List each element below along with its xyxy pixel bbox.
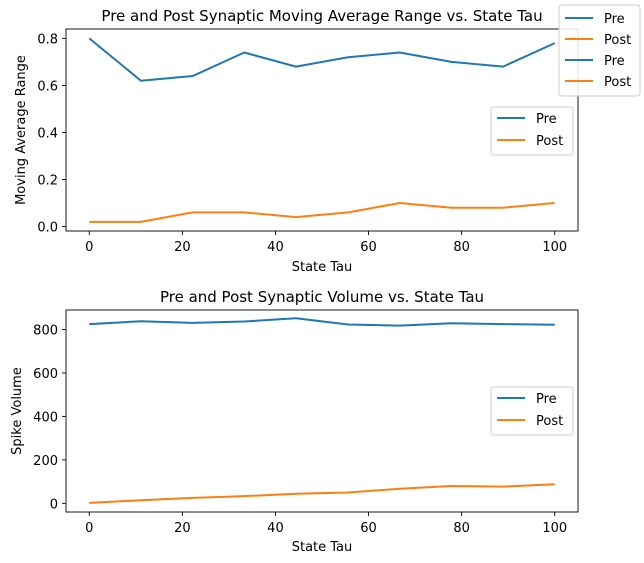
subplot-2-ylabel: Spike Volume — [10, 367, 25, 455]
subplot-1-line-pre — [88, 37, 556, 82]
subplot-1: Pre and Post Synaptic Moving Average Ran… — [14, 7, 579, 275]
subplot-1-lines — [88, 37, 556, 223]
figure-legend-entry-3-label: Pre — [604, 54, 625, 69]
subplot-2-xticks: 0 20 40 60 80 100 — [85, 512, 567, 536]
subplot-1-xlabel: State Tau — [292, 260, 353, 275]
subplot-1-xtick-label-1: 20 — [174, 240, 191, 255]
subplot-2: Pre and Post Synaptic Volume vs. State T… — [10, 288, 579, 555]
subplot-2-xlabel: State Tau — [292, 540, 353, 555]
subplot-2-ytick-label-1: 200 — [33, 454, 58, 469]
figure-legend: Pre Post Pre Post — [558, 4, 641, 97]
subplot-2-yticks: 0 200 400 600 800 — [33, 324, 66, 512]
subplot-1-legend: Pre Post — [490, 106, 574, 156]
subplot-1-xtick-label-5: 100 — [542, 240, 567, 255]
subplot-2-xtick-label-3: 60 — [360, 521, 377, 536]
subplot-2-line-pre — [89, 317, 555, 327]
subplot-2-xtick-label-4: 80 — [453, 521, 470, 536]
subplot-2-ytick-label-4: 800 — [33, 324, 58, 339]
subplot-2-xtick-label-2: 40 — [267, 521, 284, 536]
subplot-2-ytick-label-3: 600 — [33, 367, 58, 382]
subplot-1-title: Pre and Post Synaptic Moving Average Ran… — [101, 7, 542, 25]
subplot-1-legend-pre-label: Pre — [536, 112, 557, 127]
subplot-2-xtick-label-5: 100 — [542, 521, 567, 536]
figure-legend-entry-2-label: Post — [604, 33, 631, 48]
subplot-1-xtick-label-3: 60 — [360, 240, 377, 255]
subplot-1-ytick-label-0: 0.0 — [37, 221, 58, 236]
subplot-1-legend-post-label: Post — [536, 134, 563, 149]
subplot-1-ytick-label-4: 0.8 — [37, 32, 58, 47]
subplot-2-title: Pre and Post Synaptic Volume vs. State T… — [160, 288, 484, 306]
subplot-1-yticks: 0.0 0.2 0.4 0.6 0.8 — [37, 32, 66, 236]
subplot-2-ytick-label-0: 0 — [50, 497, 58, 512]
subplot-1-xticks: 0 20 40 60 80 100 — [85, 231, 567, 255]
subplot-1-xtick-label-2: 40 — [267, 240, 284, 255]
subplot-1-ytick-label-1: 0.2 — [37, 174, 58, 189]
subplot-2-legend-pre-label: Pre — [536, 392, 557, 407]
figure-legend-entry-1-label: Pre — [604, 12, 625, 27]
subplot-1-ylabel: Moving Average Range — [14, 55, 29, 205]
subplot-1-line-post — [89, 202, 555, 223]
subplot-2-legend-post-label: Post — [536, 414, 563, 429]
subplot-1-xtick-label-0: 0 — [85, 240, 93, 255]
subplot-1-xtick-label-4: 80 — [453, 240, 470, 255]
subplot-1-ytick-label-2: 0.4 — [37, 126, 58, 141]
subplot-2-xtick-label-1: 20 — [174, 521, 191, 536]
subplot-2-legend: Pre Post — [490, 386, 574, 436]
subplot-1-axes-frame — [65, 28, 579, 232]
subplot-1-ytick-label-3: 0.6 — [37, 79, 58, 94]
subplot-2-xtick-label-0: 0 — [85, 521, 93, 536]
subplot-2-line-post — [89, 483, 555, 504]
subplot-2-ytick-label-2: 400 — [33, 410, 58, 425]
subplot-2-lines — [89, 317, 555, 504]
subplot-2-axes-frame — [65, 309, 579, 513]
figure-legend-entry-4-label: Post — [604, 75, 631, 90]
figure-legend-box — [558, 4, 641, 97]
